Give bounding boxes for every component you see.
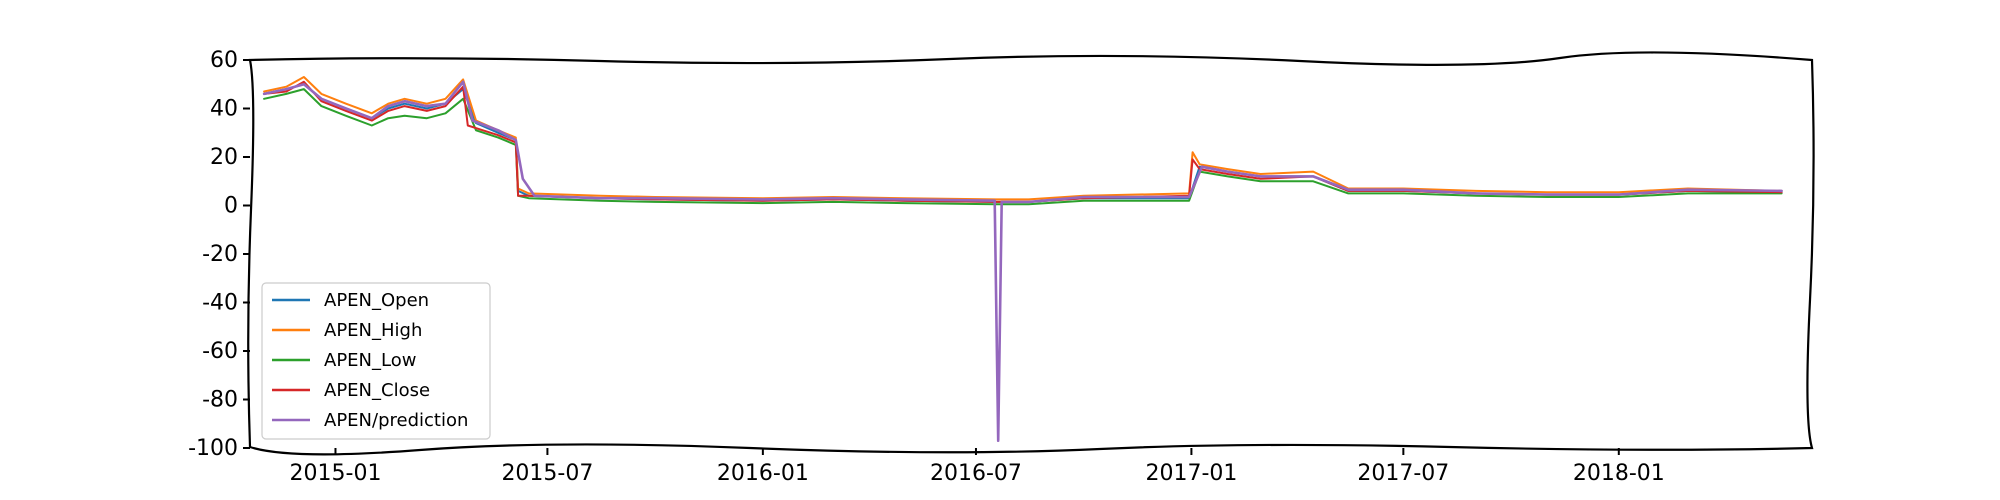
legend-label-2: APEN_Low xyxy=(324,350,416,371)
y-tick-label-6: -60 xyxy=(202,339,238,364)
series-line-3 xyxy=(263,80,1783,203)
y-tick-label-8: -100 xyxy=(188,436,238,461)
x-tick-label-4: 2017-01 xyxy=(1145,461,1237,486)
y-tick-label-5: -40 xyxy=(202,291,238,316)
y-tick-label-3: 0 xyxy=(224,194,238,219)
series-line-4 xyxy=(262,80,1783,442)
y-tick-label-0: 60 xyxy=(210,48,238,73)
legend-label-4: APEN/prediction xyxy=(324,410,468,431)
y-tick-label-4: -20 xyxy=(202,242,238,267)
x-tick-label-6: 2018-01 xyxy=(1573,461,1665,486)
legend-label-1: APEN_High xyxy=(324,320,422,341)
x-tick-label-3: 2016-07 xyxy=(930,461,1022,486)
series-line-0 xyxy=(263,83,1783,203)
x-tick-label-1: 2015-07 xyxy=(501,461,593,486)
x-axis: 2015-01 2015-07 2016-01 2016-07 2017-01 2017-… xyxy=(290,448,1665,486)
series-line-1 xyxy=(263,76,1783,201)
x-tick-label-0: 2015-01 xyxy=(290,461,382,486)
series-layer xyxy=(262,76,1783,442)
y-tick-label-2: 20 xyxy=(210,145,238,170)
series-line-2 xyxy=(263,88,1783,206)
legend-box xyxy=(261,282,491,440)
y-axis: 60 40 20 0 -20 -40 -60 -80 -100 xyxy=(188,48,250,461)
legend-label-3: APEN_Close xyxy=(324,380,430,401)
plot-frame xyxy=(247,51,1815,456)
y-tick-label-1: 40 xyxy=(210,97,238,122)
x-tick-label-2: 2016-01 xyxy=(717,461,809,486)
y-tick-label-7: -80 xyxy=(202,388,238,413)
legend: APEN_Open APEN_High APEN_Low APEN_Close APEN… xyxy=(261,282,491,440)
legend-label-0: APEN_Open xyxy=(324,290,429,311)
x-tick-label-5: 2017-07 xyxy=(1357,461,1449,486)
